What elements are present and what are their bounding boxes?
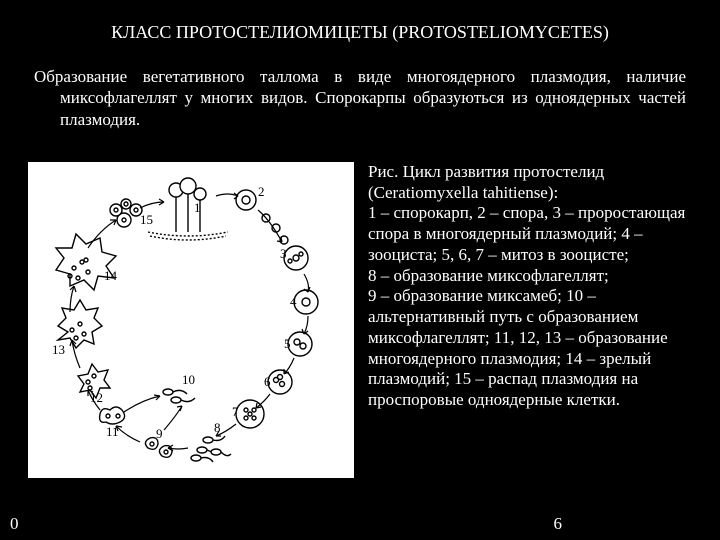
intro-text: Образование вегетативного таллома в виде… <box>34 66 686 130</box>
svg-text:7: 7 <box>232 404 239 419</box>
intro-paragraph: Образование вегетативного таллома в виде… <box>34 66 686 130</box>
svg-text:2: 2 <box>258 184 265 199</box>
svg-text:4: 4 <box>290 294 297 309</box>
svg-text:3: 3 <box>280 246 287 261</box>
svg-text:13: 13 <box>52 342 65 357</box>
svg-text:15: 15 <box>140 212 153 227</box>
svg-text:11: 11 <box>106 424 119 439</box>
lifecycle-figure: 1 2 3 4 5 6 7 8 9 10 11 12 13 14 15 <box>28 162 354 478</box>
figure-caption: Рис. Цикл развития протостелид (Ceratiom… <box>368 162 692 411</box>
svg-text:14: 14 <box>104 268 118 283</box>
page-number-left: 0 <box>10 514 19 534</box>
page-number-right: 6 <box>554 514 563 534</box>
svg-text:8: 8 <box>214 420 221 435</box>
svg-text:10: 10 <box>182 372 195 387</box>
svg-text:5: 5 <box>284 336 291 351</box>
svg-text:12: 12 <box>90 390 103 405</box>
svg-text:1: 1 <box>194 200 201 215</box>
svg-text:9: 9 <box>156 426 163 441</box>
svg-text:6: 6 <box>264 374 271 389</box>
page-title: КЛАСС ПРОТОСТЕЛИОМИЦЕТЫ (PROTOSTELIOMYCE… <box>0 22 720 43</box>
